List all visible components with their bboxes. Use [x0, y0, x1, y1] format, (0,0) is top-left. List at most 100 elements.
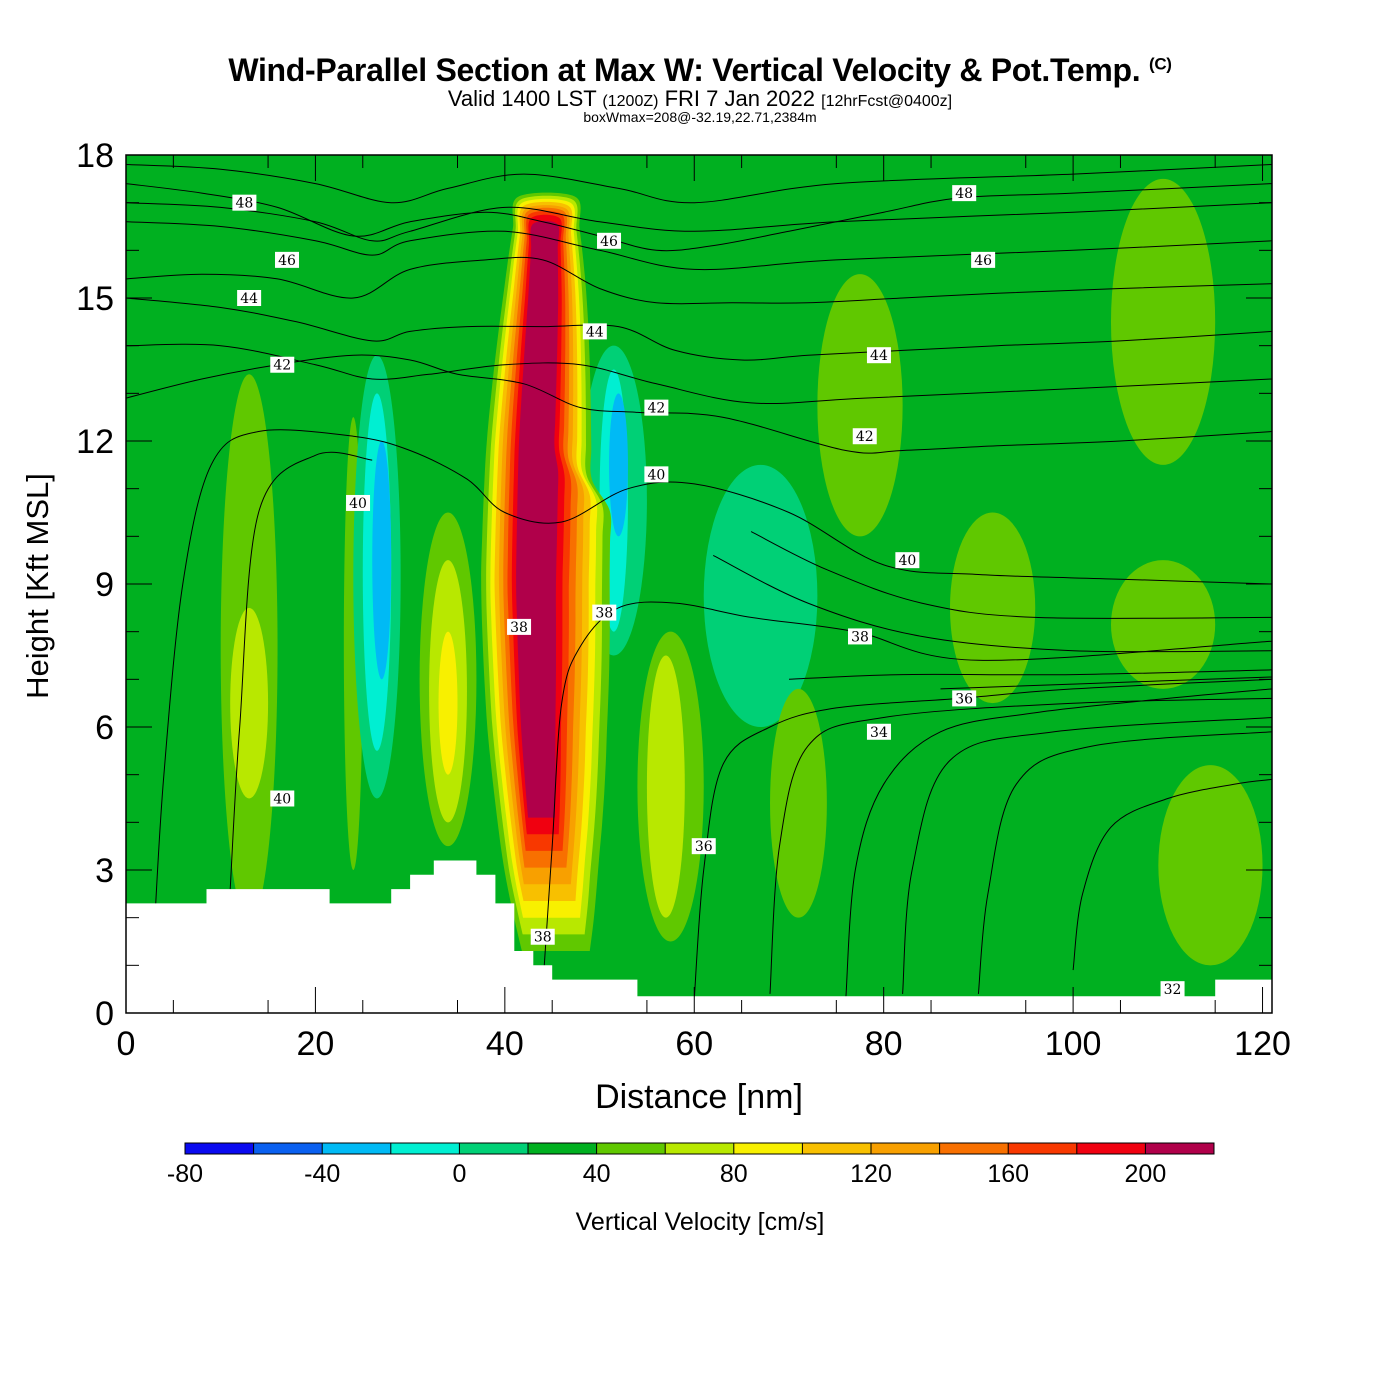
- colorbar-tick-label: 120: [850, 1160, 892, 1188]
- contour-label-text: 40: [349, 496, 367, 512]
- contour-label-text: 36: [955, 691, 973, 707]
- theta-label-36: 36: [691, 838, 716, 855]
- contour-label-text: 40: [273, 792, 291, 808]
- theta-contour-line: [769, 697, 1272, 994]
- contour-label-box: [952, 185, 977, 202]
- contour-label-text: 46: [278, 253, 296, 269]
- y-tick-label: 0: [95, 995, 114, 1033]
- velocity-region: [438, 631, 458, 775]
- colorbar: -80 -40 0 40 80 120 160 200: [167, 1142, 1215, 1188]
- contour-label-text: 38: [851, 629, 869, 645]
- contour-label-box: [952, 690, 977, 707]
- x-tick-label: 80: [865, 1025, 903, 1063]
- chart-subtitle: Valid 1400 LST (1200Z) FRI 7 Jan 2022 [1…: [0, 87, 1400, 114]
- theta-label-42: 42: [852, 428, 877, 445]
- theta-contour-line: [126, 164, 1272, 204]
- theta-label-38: 38: [507, 618, 532, 636]
- velocity-region: [1110, 560, 1216, 689]
- y-tick-label: 6: [95, 709, 114, 747]
- theta-contour-34: [845, 688, 1272, 999]
- colorbar-swatch: [390, 1143, 460, 1154]
- colorbar-swatch: [253, 1143, 323, 1154]
- contour-label-box: [597, 232, 622, 249]
- contour-label-text: 46: [600, 234, 618, 250]
- theta-contour-line: [977, 731, 1272, 994]
- contour-label-box: [971, 251, 996, 268]
- x-tick-label: 120: [1234, 1025, 1291, 1063]
- velocity-region: [372, 441, 392, 680]
- contour-label-box: [848, 628, 873, 645]
- y-tick-label: 15: [76, 280, 114, 318]
- theta-contour-line: [126, 343, 1272, 405]
- chart-title: Wind-Parallel Section at Max W: Vertical…: [0, 52, 1400, 89]
- colorbar-swatch: [939, 1143, 1009, 1154]
- theta-label-48: 48: [232, 194, 257, 212]
- velocity-region: [230, 607, 269, 799]
- theta-contour-line: [126, 221, 1272, 271]
- colorbar-swatch: [528, 1143, 598, 1154]
- theta-label-32: 32: [1160, 981, 1185, 998]
- theta-contour-line: [712, 554, 1272, 653]
- contour-label-box: [644, 466, 669, 483]
- contour-label-box: [346, 494, 371, 511]
- colorbar-swatch: [1008, 1143, 1078, 1154]
- x-tick-label: 60: [675, 1025, 713, 1063]
- theta-label-38: 38: [530, 928, 555, 946]
- y-tick-label: 12: [76, 423, 114, 461]
- colorbar-swatch: [596, 1143, 666, 1154]
- theta-contour-36: [693, 678, 1272, 999]
- contour-label-box: [270, 356, 295, 373]
- velocity-region: [646, 655, 685, 918]
- contour-label-text: 38: [595, 606, 613, 622]
- velocity-region: [609, 393, 628, 537]
- theta-label-44: 44: [237, 290, 262, 307]
- theta-label-38: 38: [592, 604, 617, 622]
- contour-label-text: 42: [273, 358, 291, 374]
- colorbar-swatch: [733, 1143, 803, 1154]
- contour-label-box: [895, 552, 920, 569]
- theta-contour-48: [126, 183, 1272, 252]
- theta-contour-32: [1072, 778, 1272, 971]
- contour-label-text: 48: [235, 196, 253, 212]
- contour-label-box: [866, 723, 891, 740]
- contour-label-box: [582, 323, 607, 340]
- velocity-region: [1110, 178, 1216, 465]
- contour-label-box: [237, 290, 262, 306]
- contour-label-box: [691, 838, 716, 855]
- colorbar-tick-label: 200: [1125, 1160, 1167, 1188]
- theta-label-44: 44: [582, 323, 607, 340]
- contour-label-text: 40: [898, 553, 916, 569]
- updraft-core-band: [520, 234, 557, 801]
- valid-prefix: Valid 1400 LST: [447, 86, 597, 111]
- theta-label-40: 40: [346, 494, 371, 512]
- velocity-region: [817, 274, 903, 537]
- copyright-mark: (C): [1148, 54, 1172, 74]
- contour-label-box: [644, 399, 669, 416]
- theta-contour-46: [126, 256, 1272, 305]
- theta-contour-line: [902, 717, 1272, 994]
- contour-label-box: [232, 194, 257, 211]
- y-tick-label: 9: [95, 566, 114, 604]
- theta-contour-line: [788, 669, 1272, 680]
- contour-label-text: 44: [240, 291, 258, 307]
- velocity-region: [949, 512, 1036, 704]
- theta-label-42: 42: [270, 356, 295, 374]
- contour-label-box: [507, 618, 532, 635]
- velocity-region: [770, 688, 827, 918]
- chart-title-text: Wind-Parallel Section at Max W: Vertical…: [228, 52, 1141, 88]
- colorbar-tick-label: -40: [304, 1160, 340, 1188]
- theta-label-40: 40: [895, 552, 920, 569]
- contour-label-text: 42: [856, 429, 874, 445]
- theta-label-34: 34: [866, 723, 891, 741]
- contour-label-box: [275, 251, 300, 268]
- velocity-region: [1158, 765, 1263, 966]
- plot-area: 32 34 36 38 40 42 44 46 48 48 46 46 44 44 42 42 40 40 40 38…: [126, 155, 1272, 1013]
- contour-label-text: 46: [974, 253, 992, 269]
- colorbar-swatch: [322, 1143, 392, 1154]
- colorbar-swatch: [802, 1143, 872, 1154]
- x-tick-label: 0: [117, 1025, 136, 1063]
- colorbar-tick-label: 40: [583, 1160, 611, 1188]
- contour-label-text: 42: [647, 401, 665, 417]
